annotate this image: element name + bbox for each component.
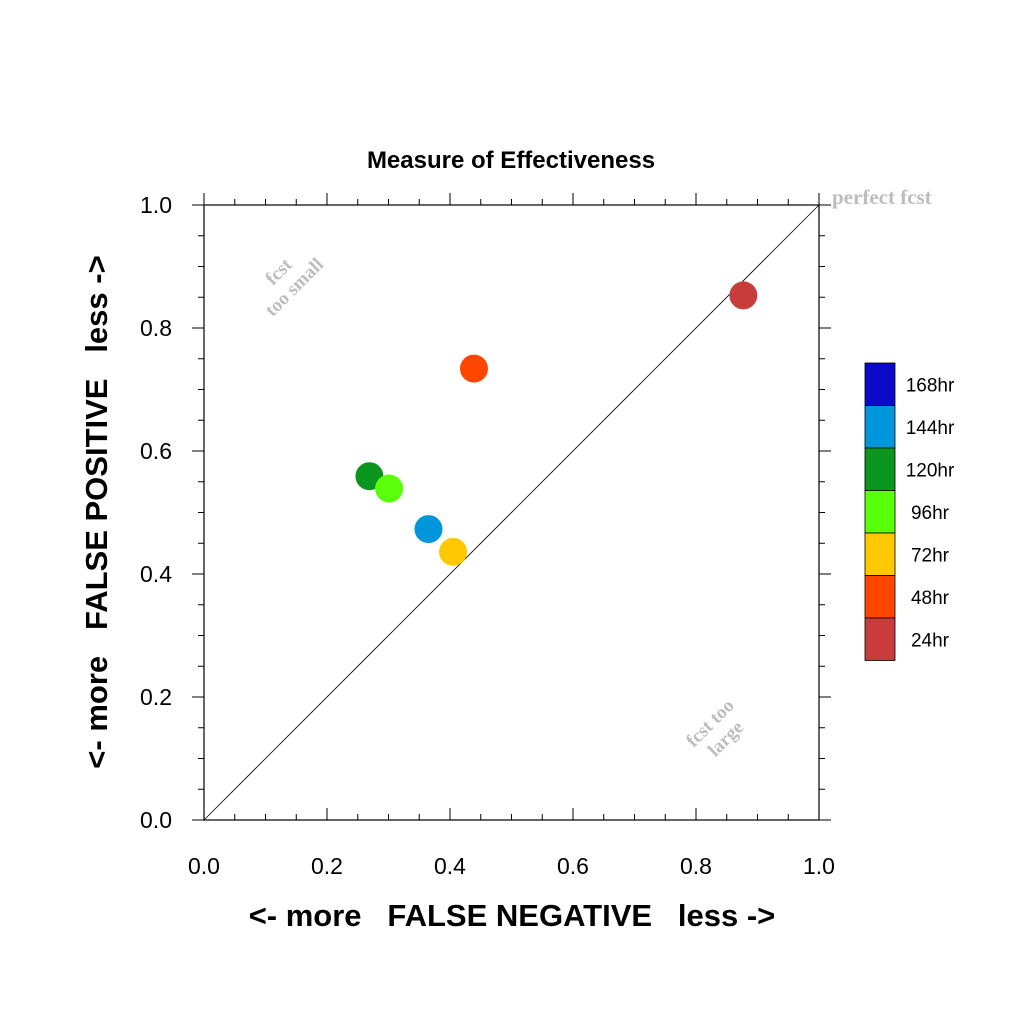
legend-label-72hr: 72hr — [911, 545, 950, 566]
x-tick-label: 0.8 — [680, 853, 712, 879]
legend-swatch-96hr — [864, 490, 896, 534]
x-tick-label: 0.2 — [311, 853, 343, 879]
legend-label-48hr: 48hr — [911, 588, 950, 609]
too-small-annotation: fcst too small — [261, 254, 328, 321]
data-points — [355, 281, 758, 566]
tick-labels: 0.0 0.2 0.4 0.6 0.8 1.0 0.0 0.2 0.4 0.6 0.8 1.0 — [140, 192, 835, 879]
point-24hr — [729, 281, 758, 310]
chart-title: Measure of Effectiveness — [367, 147, 655, 174]
x-tick-label: 0.0 — [188, 853, 220, 879]
point-48hr — [459, 354, 488, 383]
too-large-annotation: fcst too large — [682, 695, 748, 761]
legend-label-120hr: 120hr — [906, 460, 955, 481]
perfect-forecast-label: perfect fcst — [832, 185, 932, 209]
legend-swatch-120hr — [864, 447, 896, 491]
axis-ticks — [192, 193, 831, 821]
reference-diagonal — [203, 204, 820, 821]
point-96hr — [375, 474, 404, 503]
legend-swatch-72hr — [864, 532, 896, 576]
y-tick-label: 0.0 — [140, 807, 172, 833]
legend-swatch-48hr — [864, 575, 896, 619]
point-144hr — [414, 515, 443, 544]
point-72hr — [439, 537, 468, 566]
x-tick-label: 0.4 — [434, 853, 466, 879]
legend-label-24hr: 24hr — [911, 630, 950, 651]
x-tick-label: 0.6 — [557, 853, 589, 879]
legend: 168hr 144hr 120hr 96hr 72hr 48hr 24hr — [864, 362, 955, 661]
x-axis-label: <- more FALSE NEGATIVE less -> — [249, 898, 776, 933]
y-tick-label: 0.4 — [140, 561, 172, 587]
legend-swatch-24hr — [864, 617, 896, 661]
legend-label-96hr: 96hr — [911, 503, 950, 524]
y-axis-label: <- more FALSE POSITIVE less -> — [79, 255, 114, 768]
legend-label-144hr: 144hr — [906, 418, 955, 439]
y-tick-label: 0.2 — [140, 684, 172, 710]
legend-label-168hr: 168hr — [906, 375, 955, 396]
legend-swatch-144hr — [864, 405, 896, 449]
x-tick-label: 1.0 — [803, 853, 835, 879]
y-tick-label: 0.6 — [140, 438, 172, 464]
y-tick-label: 0.8 — [140, 315, 172, 341]
legend-swatch-168hr — [864, 362, 896, 406]
y-tick-label: 1.0 — [140, 192, 172, 218]
